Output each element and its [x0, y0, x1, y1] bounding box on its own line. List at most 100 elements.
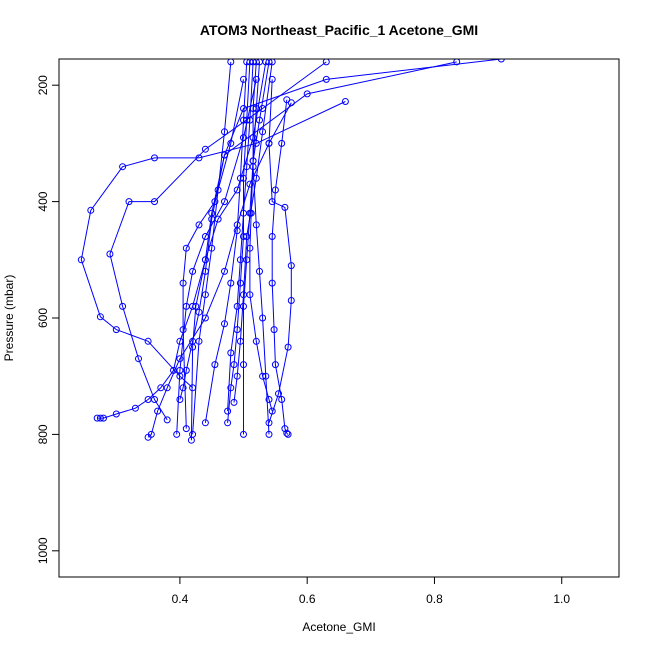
- data-point: [268, 75, 276, 83]
- data-point: [284, 343, 292, 351]
- y-tick-label: 200: [36, 75, 50, 95]
- data-point: [240, 430, 247, 438]
- x-tick-label: 1.0: [553, 592, 570, 606]
- series-line: [182, 79, 244, 429]
- data-point: [233, 186, 241, 194]
- data-point: [119, 163, 127, 171]
- data-point: [227, 384, 235, 392]
- data-point: [151, 396, 158, 403]
- plot-frame: [58, 58, 620, 578]
- data-point: [119, 302, 127, 310]
- series-line: [249, 61, 273, 412]
- data-point: [236, 174, 244, 182]
- data-point: [144, 337, 152, 345]
- y-axis: 200 400 600 800 1000: [36, 75, 60, 564]
- data-point: [189, 267, 197, 275]
- data-point: [236, 279, 244, 287]
- x-axis: 0.4 0.6 0.8 1.0: [172, 576, 570, 606]
- data-point: [131, 404, 139, 412]
- data-point: [201, 256, 209, 264]
- data-point: [265, 139, 273, 147]
- series-11: [189, 59, 235, 438]
- series-12: [230, 59, 276, 406]
- data-point: [284, 430, 292, 438]
- data-point: [195, 154, 203, 162]
- data-point: [246, 244, 254, 252]
- data-point: [179, 279, 187, 287]
- data-point: [227, 139, 235, 147]
- data-point: [93, 414, 101, 422]
- data-point: [252, 337, 260, 345]
- series-line: [80, 101, 346, 389]
- data-point: [259, 372, 267, 380]
- data-point: [214, 186, 222, 194]
- data-point: [246, 180, 254, 188]
- data-point: [240, 209, 247, 217]
- data-point: [106, 250, 114, 258]
- data-point: [87, 206, 95, 214]
- data-point: [341, 98, 349, 105]
- data-point: [211, 198, 219, 206]
- chart-title: ATOM3 Northeast_Pacific_1 Acetone_GMI: [200, 22, 478, 38]
- data-point: [240, 75, 247, 83]
- data-point: [179, 326, 187, 334]
- series-line: [179, 61, 457, 400]
- data-point: [268, 407, 276, 415]
- data-point: [182, 425, 190, 433]
- data-point: [278, 139, 286, 147]
- series-4: [106, 59, 330, 424]
- data-point: [246, 116, 254, 124]
- data-point: [201, 145, 209, 153]
- data-point: [221, 198, 228, 206]
- series-line: [190, 61, 267, 441]
- data-point: [268, 233, 276, 240]
- data-point: [240, 233, 247, 240]
- data-point: [287, 297, 295, 304]
- series-2: [176, 59, 461, 403]
- data-point: [236, 256, 244, 264]
- data-point: [283, 96, 291, 104]
- data-point: [271, 361, 279, 369]
- data-point: [240, 134, 247, 142]
- series-line: [243, 61, 270, 435]
- data-point: [221, 128, 228, 136]
- data-point: [195, 221, 203, 229]
- data-point: [268, 279, 276, 287]
- data-point: [246, 291, 254, 299]
- data-point: [233, 372, 241, 380]
- data-point: [278, 396, 286, 403]
- data-point: [154, 407, 162, 415]
- series-line: [97, 59, 502, 419]
- x-axis-label: Acetone_GMI: [302, 620, 375, 634]
- data-point: [256, 116, 263, 124]
- data-point: [268, 198, 276, 206]
- data-point: [221, 267, 228, 275]
- series-7: [265, 75, 295, 427]
- series-line: [176, 79, 257, 435]
- data-point: [268, 59, 276, 66]
- data-point: [144, 433, 152, 441]
- series-8: [173, 75, 260, 438]
- data-point: [195, 308, 203, 316]
- series-line: [192, 61, 232, 435]
- data-point: [275, 390, 282, 398]
- data-point: [151, 198, 158, 206]
- y-tick-label: 800: [36, 424, 50, 444]
- data-point: [252, 221, 260, 229]
- data-point: [227, 349, 235, 357]
- data-point: [77, 256, 85, 264]
- data-point: [303, 90, 311, 98]
- data-point: [271, 186, 279, 194]
- data-point: [208, 244, 216, 252]
- x-tick-label: 0.4: [172, 592, 189, 606]
- data-point: [192, 302, 200, 310]
- series-line: [268, 79, 292, 423]
- data-point: [322, 59, 330, 66]
- data-point: [189, 343, 197, 351]
- y-tick-label: 600: [36, 308, 50, 328]
- data-point: [249, 59, 257, 66]
- data-point: [230, 398, 238, 406]
- series-line: [147, 102, 292, 438]
- data-point: [265, 59, 273, 66]
